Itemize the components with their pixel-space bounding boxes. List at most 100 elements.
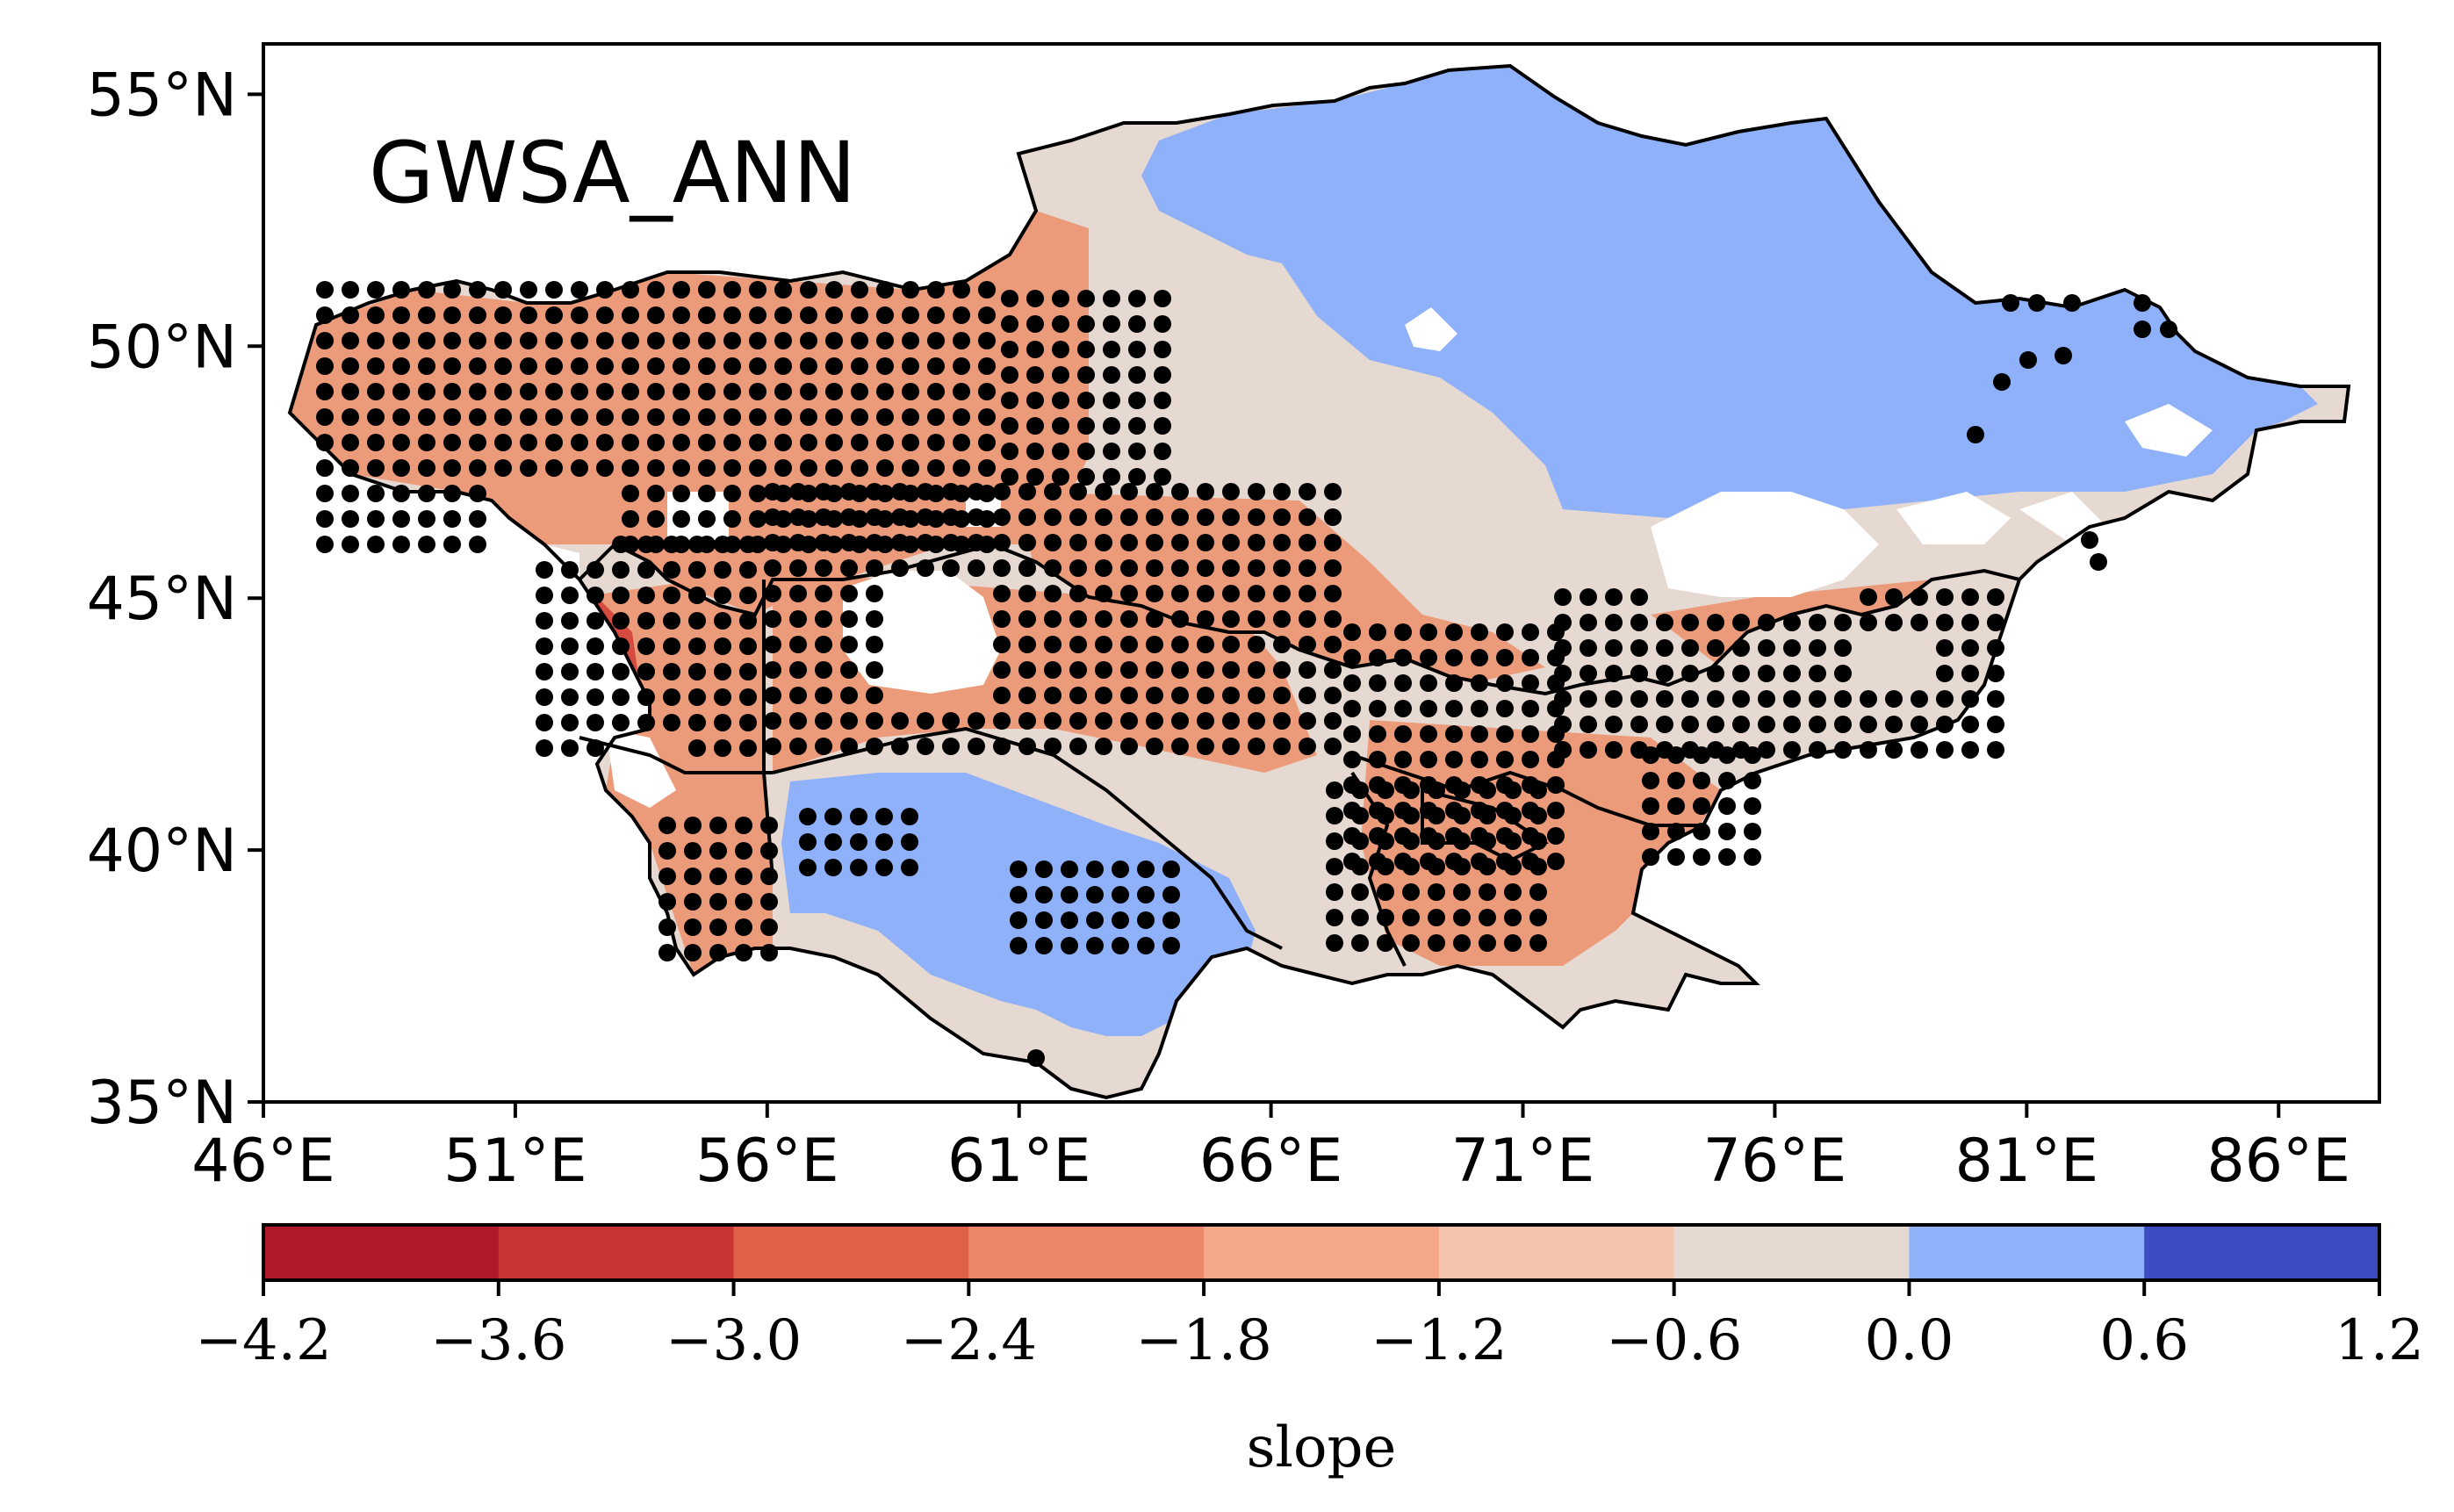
significance-dot xyxy=(1171,738,1189,755)
significance-dot xyxy=(891,483,909,500)
significance-dot xyxy=(1299,636,1316,653)
significance-dot xyxy=(1197,687,1214,704)
significance-dot xyxy=(1547,802,1565,819)
significance-dot xyxy=(1707,639,1724,657)
significance-dot xyxy=(993,483,1011,500)
significance-dot xyxy=(1369,674,1386,692)
significance-dot xyxy=(1222,534,1240,551)
significance-dot xyxy=(1326,832,1343,850)
significance-dot xyxy=(561,587,579,604)
significance-dot xyxy=(1369,700,1386,717)
significance-dot xyxy=(978,306,996,324)
significance-dot xyxy=(1052,290,1069,307)
significance-dot xyxy=(316,434,334,451)
significance-dot xyxy=(749,306,766,324)
significance-dot xyxy=(723,434,741,451)
significance-dot xyxy=(545,281,563,299)
significance-dot xyxy=(1605,614,1623,631)
lon-tick-label: 76°E xyxy=(1703,1127,1847,1196)
significance-dot xyxy=(1936,639,1954,657)
significance-dot xyxy=(876,357,894,375)
significance-dot xyxy=(587,637,604,655)
significance-dot xyxy=(1420,649,1437,666)
significance-dot xyxy=(901,808,918,825)
significance-dot xyxy=(735,868,752,885)
significance-dot xyxy=(1554,614,1572,631)
significance-dot xyxy=(596,383,614,400)
significance-dot xyxy=(1667,848,1685,866)
significance-dot xyxy=(815,559,832,577)
significance-dot xyxy=(709,918,727,936)
significance-dot xyxy=(1580,741,1597,759)
significance-dot xyxy=(561,612,579,630)
significance-dot xyxy=(800,383,817,400)
significance-dot xyxy=(1162,886,1180,904)
colorbar-tick-label: −0.6 xyxy=(1606,1308,1742,1373)
significance-dot xyxy=(1018,559,1036,577)
significance-dot xyxy=(1171,483,1189,500)
significance-dot xyxy=(723,281,741,299)
significance-dot xyxy=(1783,614,1801,631)
significance-dot xyxy=(1018,534,1036,551)
significance-dot xyxy=(876,306,894,324)
significance-dot xyxy=(815,483,832,500)
significance-dot xyxy=(520,383,537,400)
significance-dot xyxy=(1504,934,1522,952)
significance-dot xyxy=(1052,392,1069,409)
significance-dot xyxy=(1783,665,1801,682)
significance-dot xyxy=(1707,716,1724,733)
significance-dot xyxy=(953,408,970,426)
significance-dot xyxy=(1420,751,1437,768)
significance-dot xyxy=(1086,886,1104,904)
significance-dot xyxy=(876,434,894,451)
significance-dot xyxy=(520,281,537,299)
significance-dot xyxy=(850,833,867,851)
significance-dot xyxy=(367,434,385,451)
significance-dot xyxy=(1197,508,1214,526)
significance-dot xyxy=(1471,649,1488,666)
significance-dot xyxy=(673,383,690,400)
significance-dot xyxy=(1529,858,1547,875)
significance-dot xyxy=(418,383,435,400)
outer-border xyxy=(287,63,2351,1100)
significance-dot xyxy=(1001,417,1018,435)
significance-dot xyxy=(571,459,588,477)
significance-dot xyxy=(612,688,630,706)
significance-dot xyxy=(993,661,1011,679)
significance-dot xyxy=(1162,937,1180,954)
significance-dot xyxy=(789,508,807,526)
significance-dot xyxy=(876,408,894,426)
significance-dot xyxy=(1018,712,1036,730)
significance-dot xyxy=(1069,559,1087,577)
significance-dot xyxy=(520,357,537,375)
significance-dot xyxy=(658,842,676,860)
significance-dot xyxy=(1718,797,1736,815)
significance-dot xyxy=(698,383,716,400)
significance-dot xyxy=(418,510,435,528)
significance-dot xyxy=(443,408,461,426)
significance-dot xyxy=(789,636,807,653)
significance-dot xyxy=(1324,712,1342,730)
significance-dot xyxy=(1732,665,1750,682)
significance-dot xyxy=(1987,614,2004,631)
significance-dot xyxy=(1035,886,1053,904)
significance-dot xyxy=(622,485,639,502)
significance-dot xyxy=(1086,860,1104,878)
significance-dot xyxy=(1479,807,1496,824)
significance-dot xyxy=(735,918,752,936)
significance-dot xyxy=(342,434,359,451)
significance-dot xyxy=(1171,508,1189,526)
significance-dot xyxy=(342,485,359,502)
significance-dot xyxy=(709,893,727,911)
significance-dot xyxy=(851,459,868,477)
significance-dot xyxy=(1222,508,1240,526)
significance-dot xyxy=(1061,860,1078,878)
significance-dot xyxy=(1035,911,1053,929)
significance-dot xyxy=(571,281,588,299)
significance-dot xyxy=(917,738,934,755)
significance-dot xyxy=(1299,559,1316,577)
significance-dot xyxy=(1197,636,1214,653)
significance-dot xyxy=(367,357,385,375)
significance-dot xyxy=(561,714,579,731)
significance-dot xyxy=(968,508,985,526)
